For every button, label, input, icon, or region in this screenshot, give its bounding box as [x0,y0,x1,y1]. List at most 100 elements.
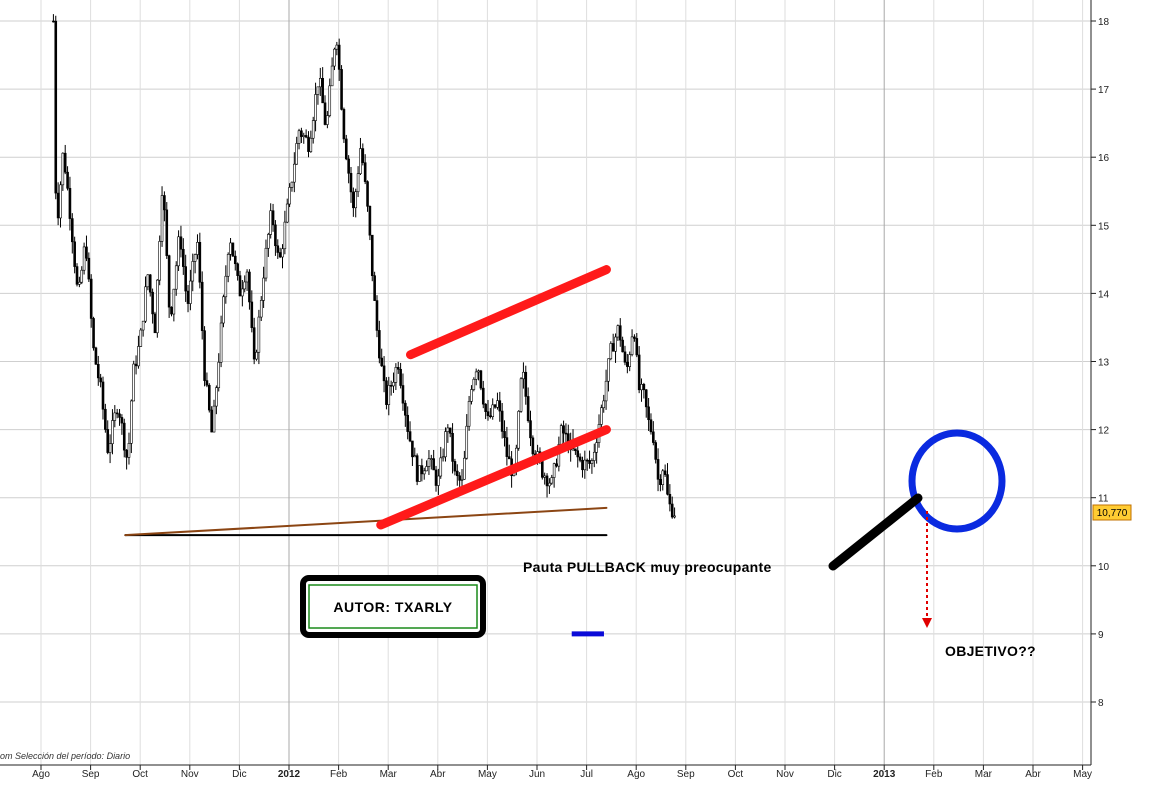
y-tick-label: 12 [1098,426,1110,437]
candle-body [359,148,362,174]
candle-body [562,425,565,434]
pullback-text: Pauta PULLBACK muy preocupante [523,559,772,575]
candle-body [404,402,407,416]
candle-body [210,409,213,433]
candle-body [113,412,117,421]
candle-body [125,449,128,458]
candle-body [578,456,582,461]
trend-overlays [124,265,1006,637]
candle-body [174,265,178,290]
candle-body [387,385,391,405]
candle-body [326,115,329,125]
candle-body [548,482,551,487]
candle-body [581,460,584,471]
candle-body [411,440,414,458]
candle-body [101,381,105,410]
candle-body [104,408,107,430]
candle-body [437,475,440,486]
candle-body [545,475,549,487]
candle-body [80,269,84,283]
candle-body [474,371,478,380]
candle-body [340,69,343,110]
x-tick-label: Jul [580,769,593,780]
candle-body [550,477,554,484]
candle-body [170,306,173,315]
candle-body [132,363,136,402]
candle-body [564,432,568,435]
candle-body [311,120,315,139]
candle-body [592,451,596,461]
candle-body [99,377,102,383]
candle-body [467,401,471,427]
candle-body [460,478,464,481]
candle-body [630,336,634,355]
candle-body [389,385,393,387]
candle-body [519,378,523,412]
candle-body [115,412,119,415]
x-tick-label: Abr [430,769,446,780]
candle-body [600,407,603,425]
candle-body [531,437,535,455]
candle-body [94,347,98,365]
candle-body [401,385,405,404]
candle-body [236,263,239,276]
candle-body [318,77,322,88]
candle-body [189,280,192,304]
candle-body [92,318,95,349]
candle-body [87,257,91,280]
candle-body [137,346,140,367]
candle-body [130,400,133,444]
candle-body [413,455,417,458]
candle-body [259,300,263,318]
candle-body [193,254,197,262]
candle-body [61,152,65,186]
candle-body [89,278,93,319]
candle-body [394,367,398,383]
candle-body [229,242,232,255]
candle-body [302,135,306,137]
candle-body [300,130,303,137]
candle-body [373,275,376,301]
candle-body [321,77,324,104]
candle-body [146,274,150,288]
candle-body [451,432,454,462]
candle-body [54,20,58,194]
candle-body [293,163,296,183]
candle-body [269,210,272,235]
candle-body [366,181,369,207]
y-tick-label: 8 [1098,698,1104,709]
candle-body [607,358,610,382]
candle-body [224,275,228,298]
x-tick-label: 2013 [873,769,896,780]
candle-body [160,195,164,242]
candle-body [278,252,282,258]
candle-body [595,442,598,453]
candle-body [63,152,67,173]
period-note: om Selección del período: Diario [0,751,130,761]
x-tick-label: Mar [380,769,398,780]
candle-body [285,203,289,223]
candle-body [559,425,563,445]
candle-body [307,136,310,152]
candle-body [441,456,445,459]
candle-body [420,465,424,475]
candle-body [177,236,180,267]
candle-body [233,255,237,265]
candle-body [215,387,218,407]
x-tick-label: Ago [32,769,50,780]
channel-upper-line [406,265,611,360]
target-arrow-head [922,618,932,628]
channel-lower-line [376,425,611,530]
candle-body [659,479,662,485]
candle-body [555,463,558,467]
candle-body [222,296,225,324]
y-axis-ticks: 8 9 10 11 12 13 14 15 16 17 18 [1091,17,1110,709]
candle-body [314,94,317,121]
candle-body [243,281,247,290]
candle-body [205,380,209,386]
x-tick-label: Dic [232,769,246,780]
candle-body [498,400,502,412]
candle-body [151,291,154,315]
candle-body [493,404,497,408]
candle-body [316,86,320,95]
